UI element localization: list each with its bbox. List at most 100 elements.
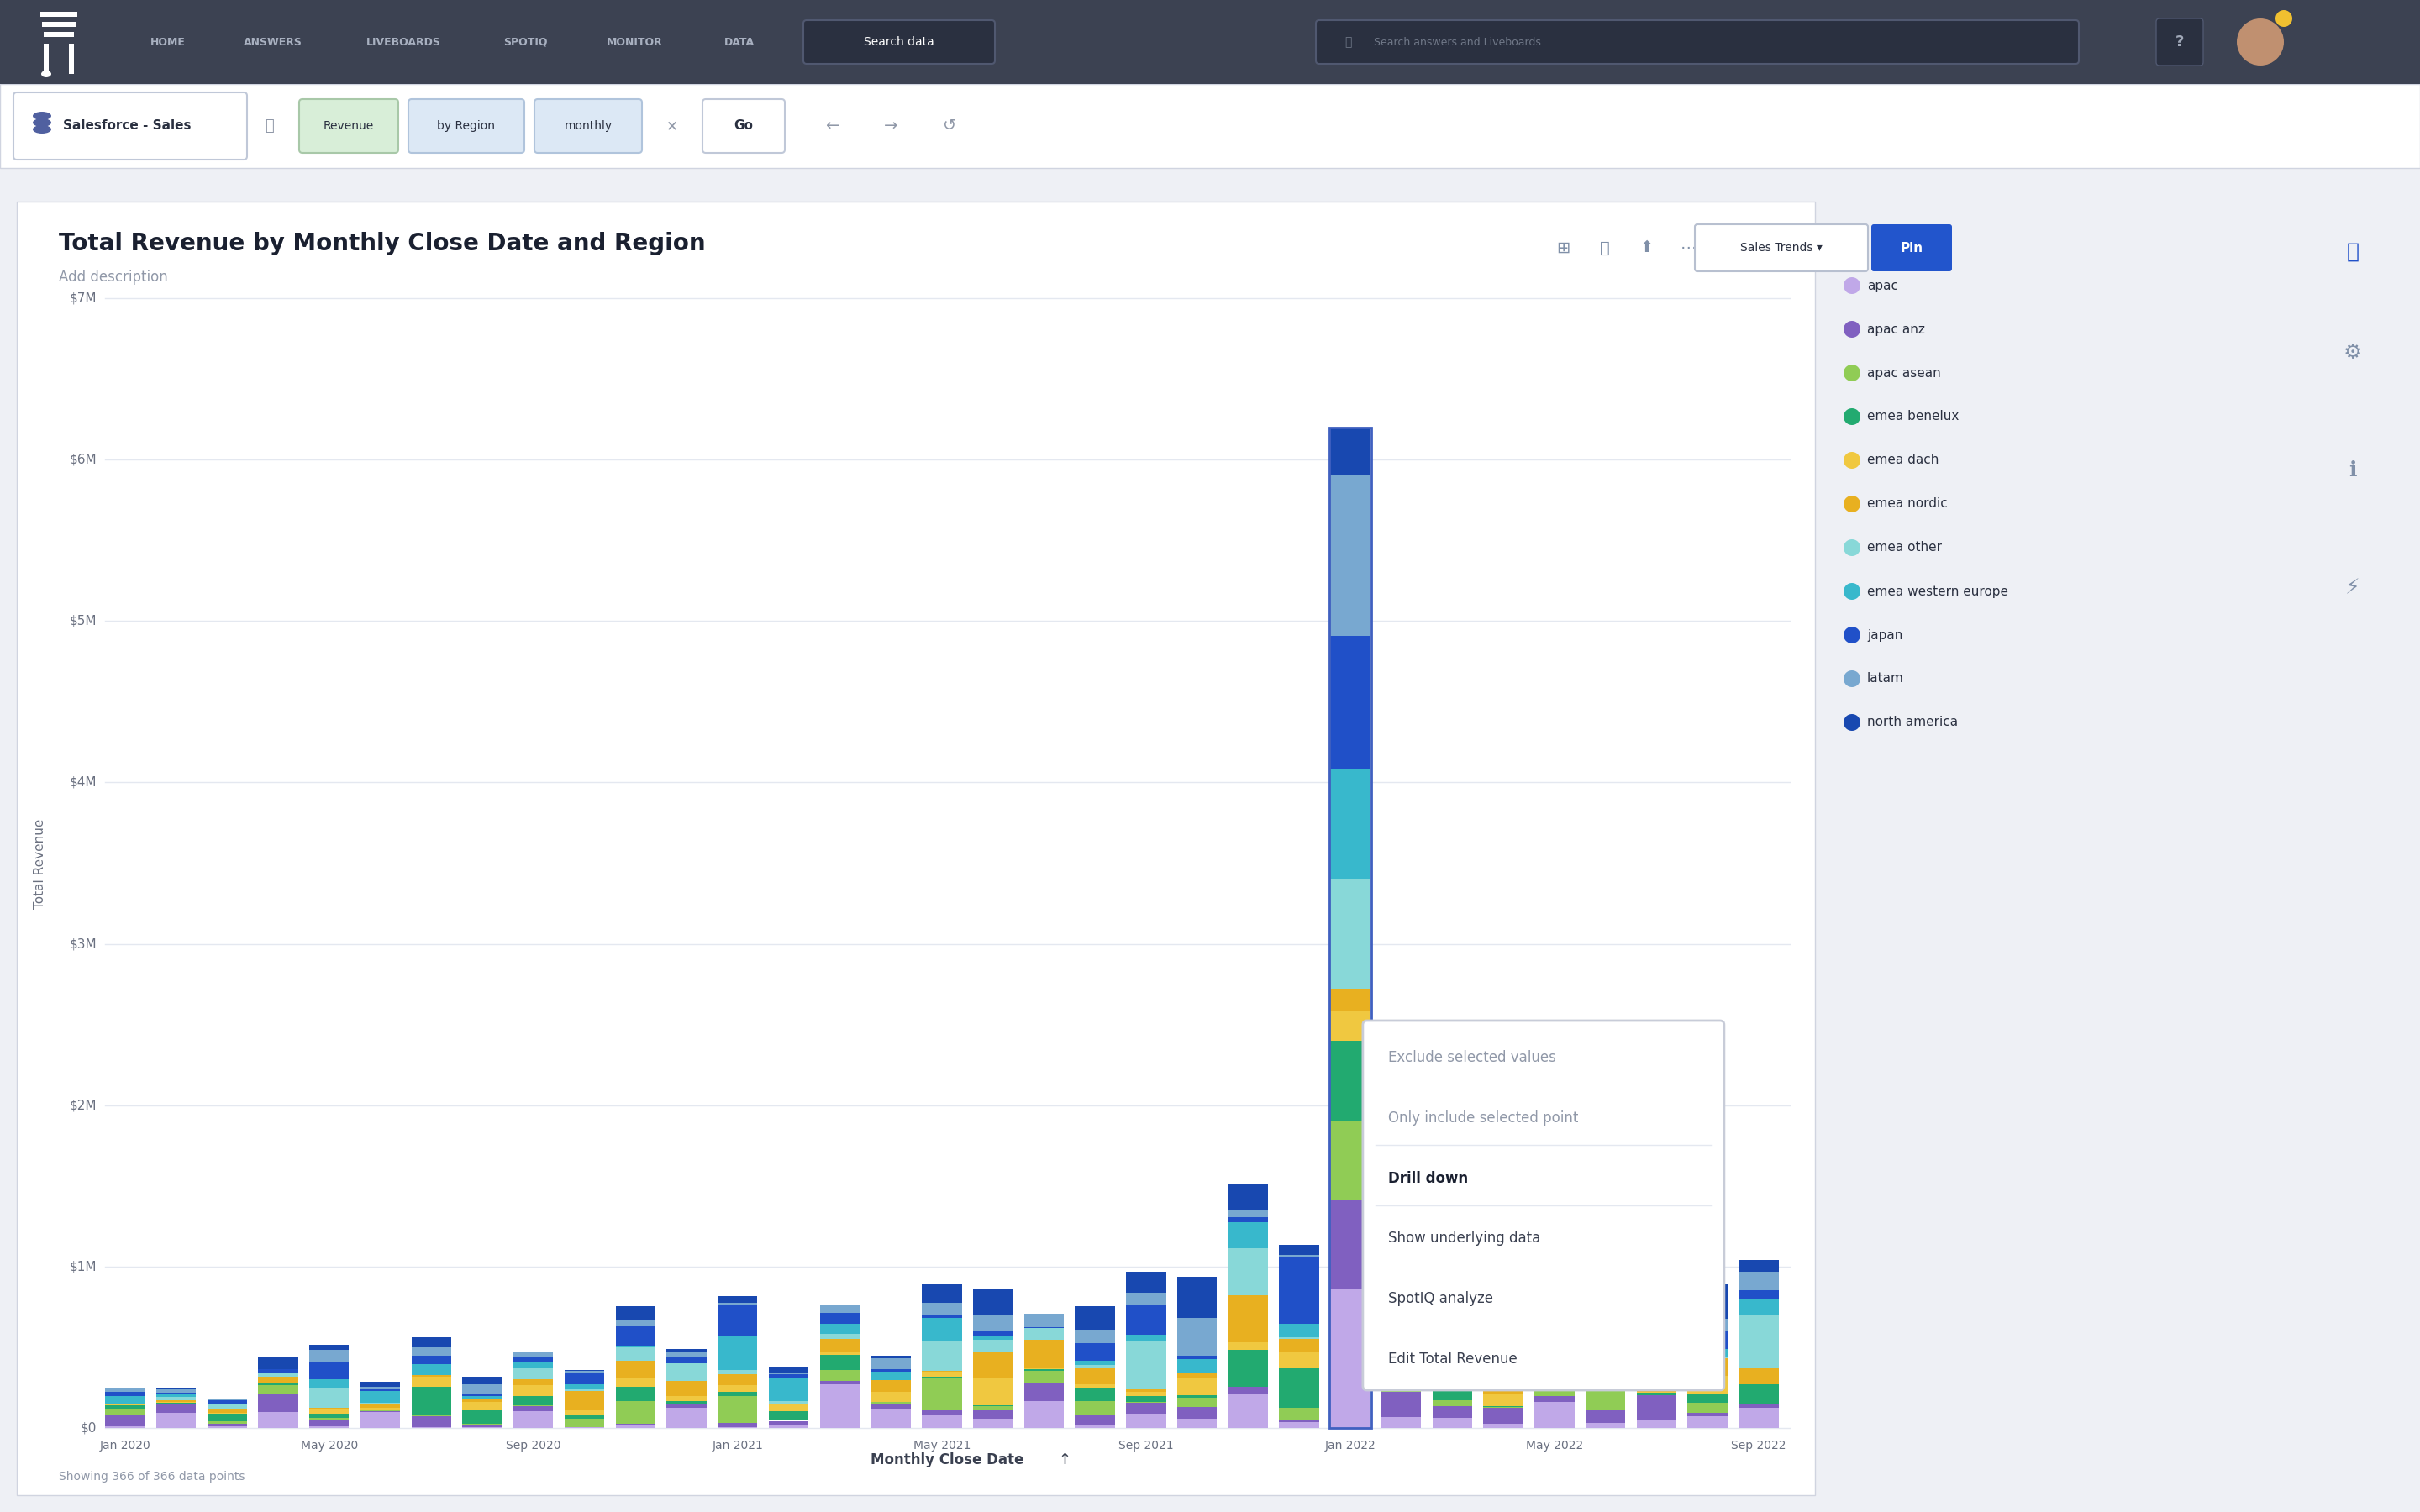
Bar [615, 1347, 656, 1361]
Text: by Region: by Region [438, 119, 496, 132]
Text: Search answers and Liveboards: Search answers and Liveboards [1375, 36, 1542, 47]
Bar [666, 1408, 707, 1427]
Bar [208, 1409, 247, 1412]
Bar [1331, 1042, 1370, 1122]
Bar [68, 44, 75, 74]
Bar [973, 1418, 1012, 1427]
Bar [361, 1388, 399, 1391]
Bar [1331, 1201, 1370, 1290]
Bar [1636, 1311, 1677, 1323]
Bar [564, 1373, 605, 1383]
Bar [1636, 1420, 1677, 1427]
Text: emea dach: emea dach [1868, 454, 1938, 467]
Bar [922, 1302, 961, 1314]
Bar [513, 1385, 554, 1396]
Bar [1483, 1344, 1522, 1364]
FancyBboxPatch shape [1316, 20, 2079, 64]
Bar [1433, 1406, 1471, 1418]
Bar [820, 1352, 859, 1355]
Bar [411, 1364, 450, 1376]
Text: Drill down: Drill down [1389, 1170, 1469, 1185]
Bar [615, 1387, 656, 1402]
Bar [0, 85, 2420, 168]
Bar [922, 1341, 961, 1370]
Bar [1585, 1409, 1626, 1423]
Circle shape [1844, 584, 1861, 600]
Bar [820, 1383, 859, 1427]
Bar [310, 1388, 348, 1408]
Bar [259, 1377, 298, 1383]
Bar [1382, 1374, 1421, 1391]
Bar [973, 1335, 1012, 1340]
Bar [1433, 1337, 1471, 1349]
Bar [513, 1353, 554, 1356]
Bar [44, 32, 75, 36]
Bar [564, 1409, 605, 1415]
Text: Total Revenue: Total Revenue [34, 818, 46, 909]
Text: ⬆: ⬆ [1641, 240, 1653, 256]
Bar [1280, 1352, 1319, 1368]
Bar [1483, 1394, 1522, 1406]
Text: Sales Trends ▾: Sales Trends ▾ [1740, 242, 1822, 254]
Bar [1483, 1266, 1522, 1272]
Text: Exclude selected values: Exclude selected values [1389, 1051, 1556, 1066]
Bar [1687, 1358, 1728, 1376]
Bar [1534, 1402, 1575, 1427]
Bar [1738, 1272, 1779, 1291]
Circle shape [1844, 496, 1861, 513]
Bar [1687, 1417, 1728, 1427]
Bar [1074, 1388, 1116, 1402]
Bar [155, 1394, 196, 1397]
Bar [1433, 1387, 1471, 1400]
Bar [513, 1368, 554, 1379]
Bar [1074, 1415, 1116, 1426]
Text: DATA: DATA [724, 36, 755, 47]
Bar [820, 1334, 859, 1338]
Bar [361, 1387, 399, 1388]
Bar [666, 1396, 707, 1402]
Bar [666, 1349, 707, 1352]
Bar [666, 1362, 707, 1380]
Bar [361, 1408, 399, 1409]
Bar [615, 1320, 656, 1326]
Bar [1074, 1385, 1116, 1388]
Text: Search data: Search data [864, 36, 934, 48]
Text: ℹ: ℹ [2350, 460, 2357, 481]
Bar [719, 1302, 757, 1305]
Bar [1229, 1350, 1268, 1387]
Bar [973, 1406, 1012, 1409]
Bar [719, 1396, 757, 1423]
Bar [1074, 1343, 1116, 1361]
Bar [1176, 1408, 1217, 1418]
Bar [1229, 1294, 1268, 1343]
Bar [1738, 1405, 1779, 1408]
Bar [871, 1405, 910, 1409]
Bar [922, 1379, 961, 1409]
Bar [820, 1338, 859, 1352]
Bar [719, 1305, 757, 1337]
Bar [513, 1406, 554, 1411]
Text: LIVEBOARDS: LIVEBOARDS [365, 36, 440, 47]
Bar [1636, 1393, 1677, 1396]
FancyBboxPatch shape [535, 100, 641, 153]
Bar [1534, 1272, 1575, 1281]
Text: MONITOR: MONITOR [607, 36, 663, 47]
Bar [1176, 1396, 1217, 1397]
Bar [1074, 1365, 1116, 1368]
Bar [1176, 1373, 1217, 1377]
Bar [1331, 1122, 1370, 1201]
Bar [208, 1426, 247, 1427]
Bar [922, 1314, 961, 1318]
Bar [615, 1346, 656, 1347]
Text: Revenue: Revenue [324, 119, 375, 132]
FancyBboxPatch shape [1871, 224, 1953, 271]
Bar [615, 1402, 656, 1424]
Bar [1738, 1315, 1779, 1368]
Ellipse shape [34, 118, 51, 127]
Bar [259, 1383, 298, 1385]
Bar [1074, 1368, 1116, 1385]
Bar [462, 1394, 503, 1396]
Bar [1280, 1420, 1319, 1423]
Bar [1024, 1402, 1065, 1427]
Bar [1687, 1403, 1728, 1414]
